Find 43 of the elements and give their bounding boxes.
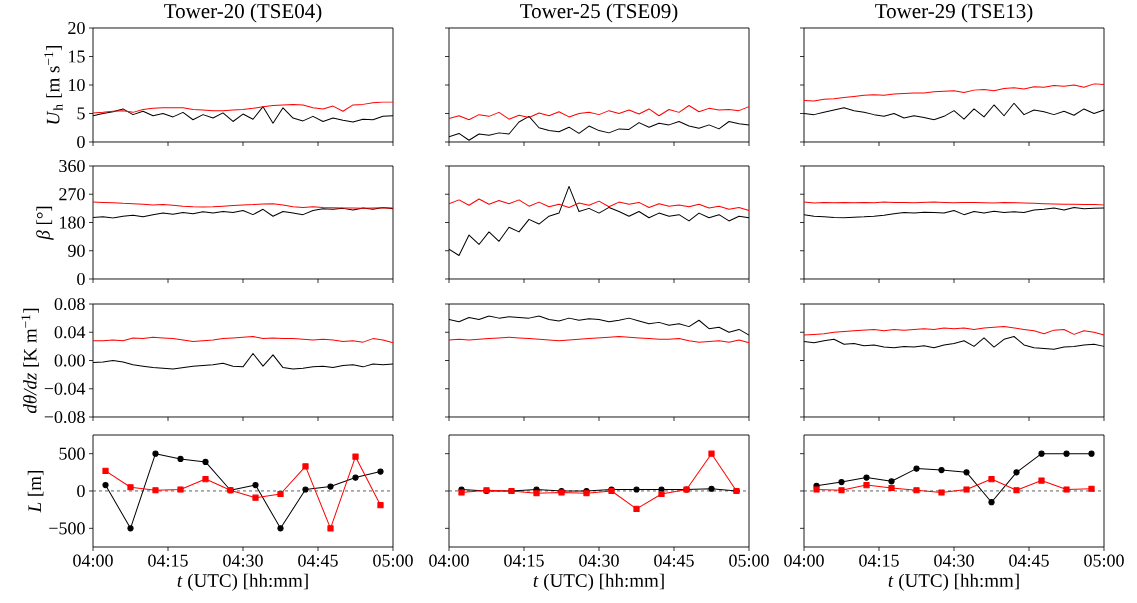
y-tick-label: 20 <box>68 21 85 35</box>
x-axis-title: t (UTC) [hh:mm] <box>888 573 1019 591</box>
x-tick-label: 04:30 <box>934 554 974 567</box>
y-tick-label: −0.08 <box>44 410 85 424</box>
y-axis-title: L [m] <box>27 471 44 513</box>
y-tick-label: 0.04 <box>54 326 86 339</box>
x-tick-label: 04:30 <box>579 554 619 567</box>
x-tick-label: 04:15 <box>504 554 544 567</box>
y-tick-label: 15 <box>69 50 85 63</box>
y-tick-label: 500 <box>59 447 85 460</box>
y-tick-label: 10 <box>69 78 85 92</box>
y-tick-label: 0.00 <box>54 354 85 367</box>
y-tick-label: −500 <box>49 522 85 535</box>
x-tick-label: 04:15 <box>859 554 899 567</box>
x-tick-label: 04:00 <box>73 554 113 567</box>
y-tick-label: 90 <box>68 244 85 257</box>
x-tick-label: 04:30 <box>223 554 263 567</box>
y-tick-label: 5 <box>77 107 85 120</box>
x-tick-label: 04:00 <box>429 554 469 567</box>
x-tick-label: 04:45 <box>298 554 338 567</box>
x-tick-label: 05:00 <box>729 554 769 567</box>
y-axis-title: U$_{h}$ [m s$^{−1}$] <box>44 45 63 124</box>
y-axis-title: dθ/dz [K m$^{−1}$] <box>21 308 39 414</box>
y-tick-label: 270 <box>59 188 85 201</box>
y-tick-label: 0.08 <box>54 297 85 311</box>
chart-title: Tower-25 (TSE09) <box>520 3 678 23</box>
chart-title: Tower-29 (TSE13) <box>875 3 1033 23</box>
x-tick-label: 05:00 <box>373 554 413 567</box>
x-tick-label: 04:45 <box>654 554 694 567</box>
y-tick-label: 0 <box>77 484 85 498</box>
chart-title: Tower-20 (TSE04) <box>164 3 322 23</box>
y-tick-label: 180 <box>60 216 85 229</box>
y-tick-label: −0.04 <box>44 382 86 395</box>
x-tick-label: 04:00 <box>784 554 824 567</box>
y-tick-label: 0 <box>77 272 85 286</box>
y-tick-label: 360 <box>59 159 85 173</box>
y-tick-label: 0 <box>77 135 85 149</box>
y-axis-title: β [°] <box>36 206 54 241</box>
x-axis-title: t (UTC) [hh:mm] <box>177 573 308 591</box>
x-tick-label: 04:15 <box>148 554 188 567</box>
x-tick-label: 05:00 <box>1084 554 1124 567</box>
x-tick-label: 04:45 <box>1009 554 1049 567</box>
x-axis-title: t (UTC) [hh:mm] <box>533 573 664 591</box>
